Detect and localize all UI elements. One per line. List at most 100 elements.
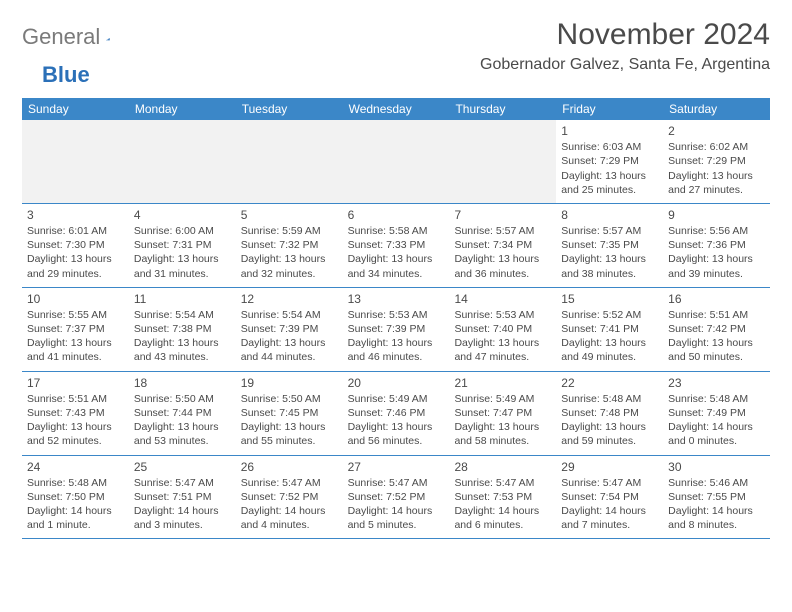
day-number: 29: [561, 459, 658, 475]
daylight-text: Daylight: 14 hours and 6 minutes.: [454, 504, 551, 532]
daylight-text: Daylight: 13 hours and 47 minutes.: [454, 336, 551, 364]
day-cell: 5Sunrise: 5:59 AMSunset: 7:32 PMDaylight…: [236, 204, 343, 287]
day-number: 10: [27, 291, 124, 307]
week-row: 10Sunrise: 5:55 AMSunset: 7:37 PMDayligh…: [22, 288, 770, 372]
sunrise-text: Sunrise: 5:48 AM: [27, 476, 124, 490]
sunrise-text: Sunrise: 5:49 AM: [348, 392, 445, 406]
sunrise-text: Sunrise: 5:50 AM: [241, 392, 338, 406]
day-cell: [449, 120, 556, 203]
day-cell: 13Sunrise: 5:53 AMSunset: 7:39 PMDayligh…: [343, 288, 450, 371]
day-number: 18: [134, 375, 231, 391]
daylight-text: Daylight: 14 hours and 7 minutes.: [561, 504, 658, 532]
sunset-text: Sunset: 7:40 PM: [454, 322, 551, 336]
day-cell: 21Sunrise: 5:49 AMSunset: 7:47 PMDayligh…: [449, 372, 556, 455]
day-cell: 9Sunrise: 5:56 AMSunset: 7:36 PMDaylight…: [663, 204, 770, 287]
day-number: 20: [348, 375, 445, 391]
sunset-text: Sunset: 7:46 PM: [348, 406, 445, 420]
sunset-text: Sunset: 7:31 PM: [134, 238, 231, 252]
sunrise-text: Sunrise: 5:47 AM: [241, 476, 338, 490]
sunrise-text: Sunrise: 5:47 AM: [348, 476, 445, 490]
day-cell: 3Sunrise: 6:01 AMSunset: 7:30 PMDaylight…: [22, 204, 129, 287]
day-cell: 15Sunrise: 5:52 AMSunset: 7:41 PMDayligh…: [556, 288, 663, 371]
day-number: 12: [241, 291, 338, 307]
day-cell: 24Sunrise: 5:48 AMSunset: 7:50 PMDayligh…: [22, 456, 129, 539]
logo-text-gray: General: [22, 24, 100, 50]
sunset-text: Sunset: 7:38 PM: [134, 322, 231, 336]
week-row: 3Sunrise: 6:01 AMSunset: 7:30 PMDaylight…: [22, 204, 770, 288]
sunset-text: Sunset: 7:52 PM: [348, 490, 445, 504]
daylight-text: Daylight: 13 hours and 32 minutes.: [241, 252, 338, 280]
day-header-mon: Monday: [129, 98, 236, 120]
day-number: 9: [668, 207, 765, 223]
day-cell: 22Sunrise: 5:48 AMSunset: 7:48 PMDayligh…: [556, 372, 663, 455]
day-number: 13: [348, 291, 445, 307]
day-cell: 4Sunrise: 6:00 AMSunset: 7:31 PMDaylight…: [129, 204, 236, 287]
day-cell: 19Sunrise: 5:50 AMSunset: 7:45 PMDayligh…: [236, 372, 343, 455]
logo-text-blue: Blue: [42, 62, 90, 88]
sunset-text: Sunset: 7:52 PM: [241, 490, 338, 504]
sunrise-text: Sunrise: 5:55 AM: [27, 308, 124, 322]
day-number: 28: [454, 459, 551, 475]
daylight-text: Daylight: 13 hours and 29 minutes.: [27, 252, 124, 280]
day-number: 24: [27, 459, 124, 475]
sunset-text: Sunset: 7:39 PM: [241, 322, 338, 336]
day-header-wed: Wednesday: [343, 98, 450, 120]
day-number: 27: [348, 459, 445, 475]
daylight-text: Daylight: 13 hours and 49 minutes.: [561, 336, 658, 364]
daylight-text: Daylight: 13 hours and 31 minutes.: [134, 252, 231, 280]
day-cell: 11Sunrise: 5:54 AMSunset: 7:38 PMDayligh…: [129, 288, 236, 371]
day-number: 11: [134, 291, 231, 307]
sunset-text: Sunset: 7:44 PM: [134, 406, 231, 420]
day-headers: Sunday Monday Tuesday Wednesday Thursday…: [22, 98, 770, 120]
sunrise-text: Sunrise: 5:47 AM: [561, 476, 658, 490]
daylight-text: Daylight: 13 hours and 44 minutes.: [241, 336, 338, 364]
sunrise-text: Sunrise: 6:01 AM: [27, 224, 124, 238]
sunrise-text: Sunrise: 5:49 AM: [454, 392, 551, 406]
sunrise-text: Sunrise: 6:00 AM: [134, 224, 231, 238]
day-number: 25: [134, 459, 231, 475]
sunrise-text: Sunrise: 5:52 AM: [561, 308, 658, 322]
day-number: 4: [134, 207, 231, 223]
sunset-text: Sunset: 7:47 PM: [454, 406, 551, 420]
day-header-sun: Sunday: [22, 98, 129, 120]
sunset-text: Sunset: 7:29 PM: [668, 154, 765, 168]
daylight-text: Daylight: 13 hours and 56 minutes.: [348, 420, 445, 448]
sunset-text: Sunset: 7:54 PM: [561, 490, 658, 504]
day-cell: 27Sunrise: 5:47 AMSunset: 7:52 PMDayligh…: [343, 456, 450, 539]
daylight-text: Daylight: 13 hours and 55 minutes.: [241, 420, 338, 448]
daylight-text: Daylight: 13 hours and 25 minutes.: [561, 169, 658, 197]
daylight-text: Daylight: 14 hours and 1 minute.: [27, 504, 124, 532]
day-cell: [343, 120, 450, 203]
sunset-text: Sunset: 7:32 PM: [241, 238, 338, 252]
day-number: 3: [27, 207, 124, 223]
daylight-text: Daylight: 13 hours and 58 minutes.: [454, 420, 551, 448]
sunset-text: Sunset: 7:55 PM: [668, 490, 765, 504]
daylight-text: Daylight: 13 hours and 34 minutes.: [348, 252, 445, 280]
day-cell: 16Sunrise: 5:51 AMSunset: 7:42 PMDayligh…: [663, 288, 770, 371]
daylight-text: Daylight: 14 hours and 3 minutes.: [134, 504, 231, 532]
day-cell: [236, 120, 343, 203]
day-number: 7: [454, 207, 551, 223]
day-cell: 20Sunrise: 5:49 AMSunset: 7:46 PMDayligh…: [343, 372, 450, 455]
day-cell: 26Sunrise: 5:47 AMSunset: 7:52 PMDayligh…: [236, 456, 343, 539]
sunrise-text: Sunrise: 6:02 AM: [668, 140, 765, 154]
sunset-text: Sunset: 7:51 PM: [134, 490, 231, 504]
day-number: 6: [348, 207, 445, 223]
logo-triangle-icon: [106, 31, 110, 47]
day-cell: 6Sunrise: 5:58 AMSunset: 7:33 PMDaylight…: [343, 204, 450, 287]
sunset-text: Sunset: 7:39 PM: [348, 322, 445, 336]
sunrise-text: Sunrise: 5:58 AM: [348, 224, 445, 238]
week-row: 1Sunrise: 6:03 AMSunset: 7:29 PMDaylight…: [22, 120, 770, 204]
daylight-text: Daylight: 13 hours and 41 minutes.: [27, 336, 124, 364]
sunrise-text: Sunrise: 5:56 AM: [668, 224, 765, 238]
sunset-text: Sunset: 7:49 PM: [668, 406, 765, 420]
sunrise-text: Sunrise: 5:59 AM: [241, 224, 338, 238]
day-number: 19: [241, 375, 338, 391]
day-number: 14: [454, 291, 551, 307]
day-cell: 7Sunrise: 5:57 AMSunset: 7:34 PMDaylight…: [449, 204, 556, 287]
sunrise-text: Sunrise: 5:50 AM: [134, 392, 231, 406]
week-row: 17Sunrise: 5:51 AMSunset: 7:43 PMDayligh…: [22, 372, 770, 456]
daylight-text: Daylight: 14 hours and 8 minutes.: [668, 504, 765, 532]
sunrise-text: Sunrise: 5:53 AM: [348, 308, 445, 322]
sunrise-text: Sunrise: 5:48 AM: [561, 392, 658, 406]
